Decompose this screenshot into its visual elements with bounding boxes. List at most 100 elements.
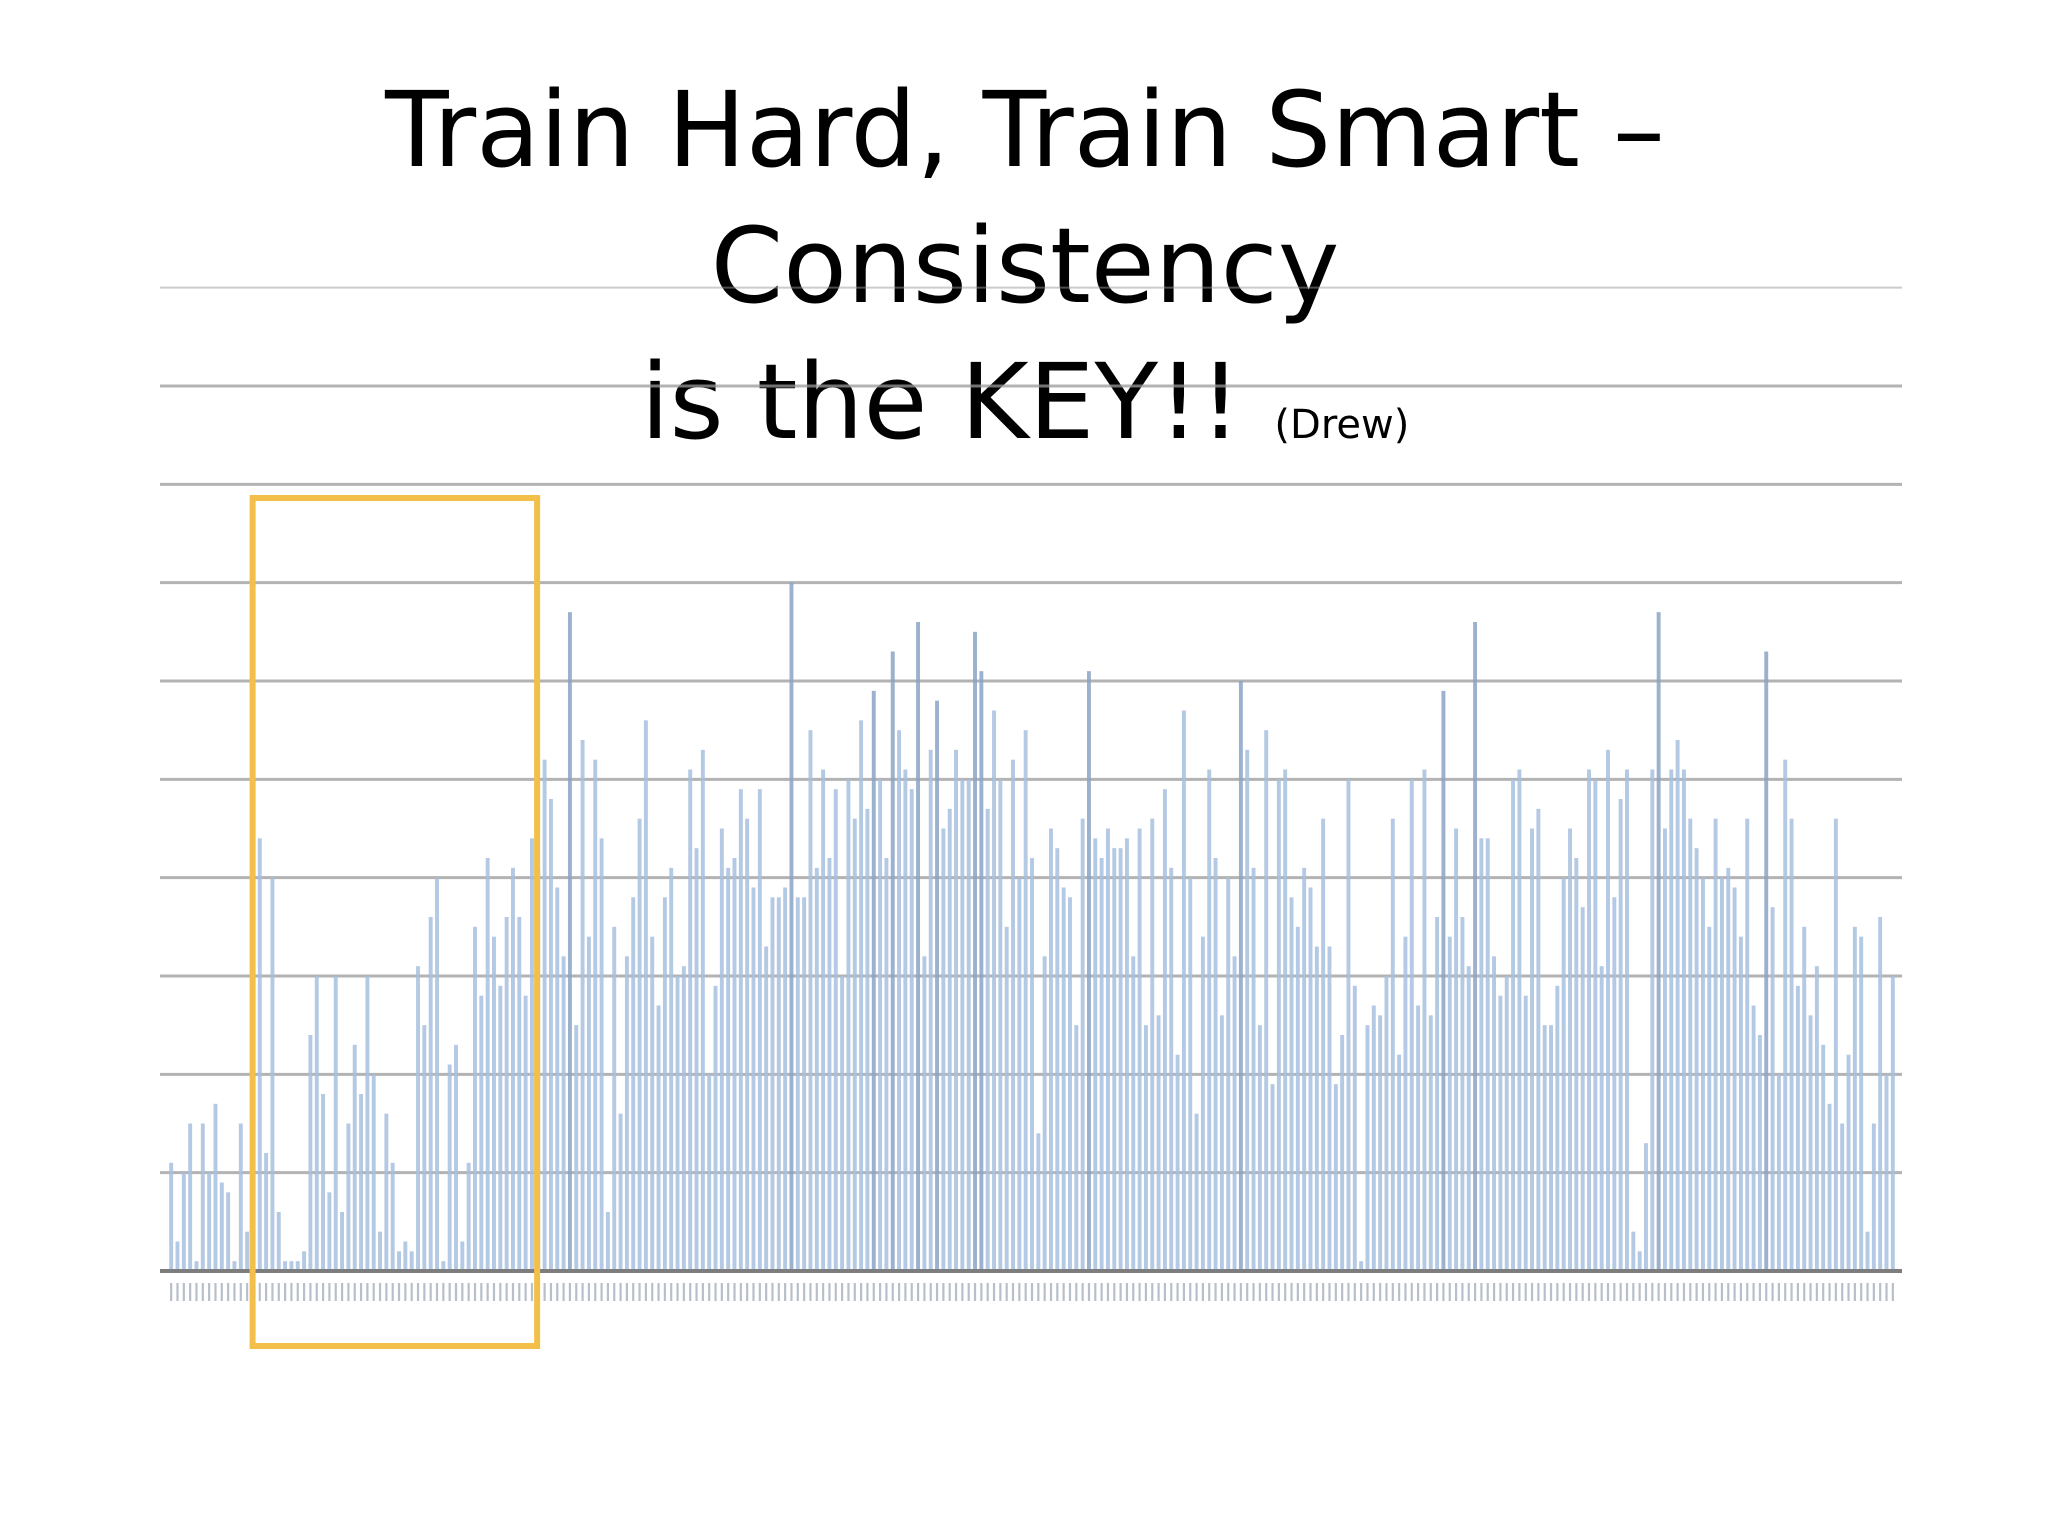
bar — [1555, 985, 1560, 1271]
bar — [998, 779, 1003, 1271]
bar — [1631, 1231, 1636, 1271]
bar — [802, 897, 807, 1271]
bar — [1612, 897, 1617, 1271]
bar — [1169, 867, 1174, 1271]
bar — [1352, 985, 1357, 1271]
bar — [492, 936, 496, 1271]
bar — [1105, 828, 1110, 1271]
bar — [1378, 1015, 1383, 1271]
bar — [1884, 1074, 1889, 1271]
bar — [783, 887, 788, 1271]
bar — [1618, 799, 1623, 1271]
bar — [1726, 867, 1731, 1271]
bar — [346, 1123, 351, 1271]
bar — [1099, 858, 1104, 1271]
bar — [1156, 1015, 1161, 1271]
bar — [1454, 828, 1459, 1271]
bar — [517, 917, 522, 1271]
bar — [422, 1025, 427, 1271]
bar — [226, 1192, 231, 1271]
bar — [1042, 956, 1047, 1271]
bar — [1511, 779, 1516, 1271]
bar — [270, 877, 275, 1271]
bar — [1536, 808, 1541, 1271]
bar — [1321, 818, 1326, 1271]
bar — [1574, 858, 1579, 1271]
bar — [846, 779, 851, 1271]
bar — [916, 622, 921, 1271]
bar — [1308, 887, 1313, 1271]
bar — [473, 926, 477, 1271]
bar — [181, 1172, 186, 1271]
bar — [1219, 1015, 1224, 1271]
bar — [656, 1005, 661, 1271]
bar — [1143, 1025, 1148, 1271]
bar — [827, 858, 832, 1271]
bar — [219, 1182, 224, 1271]
bar — [1656, 612, 1661, 1271]
bar — [308, 1035, 313, 1271]
bar — [1441, 690, 1446, 1271]
bar — [409, 1251, 414, 1271]
bar — [1055, 848, 1060, 1271]
bar — [1492, 956, 1497, 1271]
bar — [612, 926, 617, 1271]
bar — [1049, 828, 1053, 1271]
bar — [1087, 671, 1091, 1271]
bar — [1523, 995, 1528, 1271]
bar — [548, 799, 553, 1271]
bar — [688, 769, 693, 1271]
bar — [795, 897, 800, 1271]
bar — [1871, 1123, 1876, 1271]
bar — [1175, 1054, 1180, 1271]
bar — [1011, 759, 1015, 1271]
bar — [751, 887, 756, 1271]
bar — [776, 897, 781, 1271]
bar — [1561, 877, 1566, 1271]
bar — [1150, 818, 1155, 1271]
bar — [289, 1261, 294, 1271]
bar — [504, 917, 509, 1271]
bar — [1663, 828, 1667, 1271]
bar — [1542, 1025, 1547, 1271]
bar — [1466, 966, 1471, 1271]
bar — [1770, 907, 1775, 1271]
bar — [207, 1172, 212, 1271]
bar — [605, 1212, 610, 1271]
bar — [954, 749, 958, 1271]
bar — [1340, 1035, 1345, 1271]
bar — [1599, 966, 1604, 1271]
bar — [922, 956, 927, 1271]
bar — [1238, 681, 1243, 1271]
bar — [390, 1162, 395, 1271]
bar — [947, 808, 952, 1271]
bar — [213, 1103, 218, 1271]
bar — [1017, 877, 1022, 1271]
bar — [1251, 867, 1256, 1271]
bar — [1650, 769, 1655, 1271]
bar — [599, 838, 604, 1271]
title-note: (Drew) — [1274, 402, 1410, 448]
bar — [1365, 1025, 1370, 1271]
bar — [1346, 779, 1351, 1271]
bar — [713, 985, 718, 1271]
bar — [1359, 1261, 1364, 1271]
bar — [1757, 1035, 1762, 1271]
bar — [1226, 877, 1231, 1271]
bar — [865, 808, 870, 1271]
bar — [884, 858, 889, 1271]
bar — [1865, 1231, 1870, 1271]
bar — [903, 769, 908, 1271]
bar — [764, 946, 769, 1271]
bar — [1270, 1084, 1275, 1271]
bar — [561, 956, 566, 1271]
bar — [1068, 897, 1072, 1271]
bar — [726, 867, 731, 1271]
bar — [1428, 1015, 1433, 1271]
bar — [1371, 1005, 1376, 1271]
bar — [1124, 838, 1129, 1271]
bar — [1314, 946, 1319, 1271]
bar — [523, 995, 528, 1271]
bar — [542, 759, 547, 1271]
